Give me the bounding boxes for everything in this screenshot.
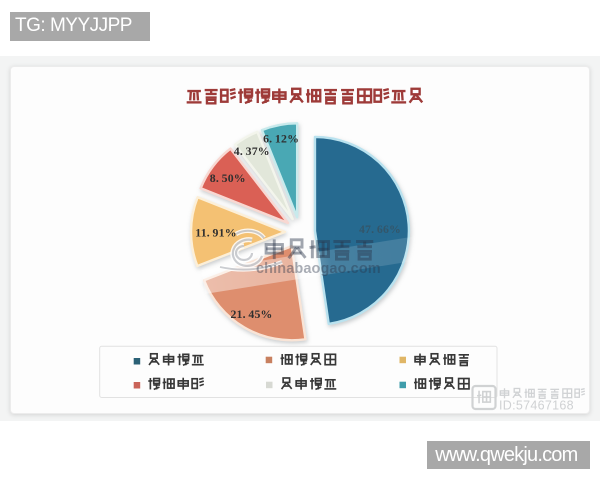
svg-text:6. 12%: 6. 12% bbox=[263, 132, 299, 146]
svg-text:47. 66%: 47. 66% bbox=[359, 222, 401, 236]
svg-text:21. 45%: 21. 45% bbox=[230, 307, 272, 321]
svg-text:ID:57467168: ID:57467168 bbox=[499, 399, 574, 413]
svg-text:chinabaogao.com: chinabaogao.com bbox=[256, 261, 381, 277]
svg-text:4. 37%: 4. 37% bbox=[234, 144, 270, 158]
svg-text:8. 50%: 8. 50% bbox=[210, 171, 246, 185]
svg-text:11. 91%: 11. 91% bbox=[195, 225, 236, 239]
